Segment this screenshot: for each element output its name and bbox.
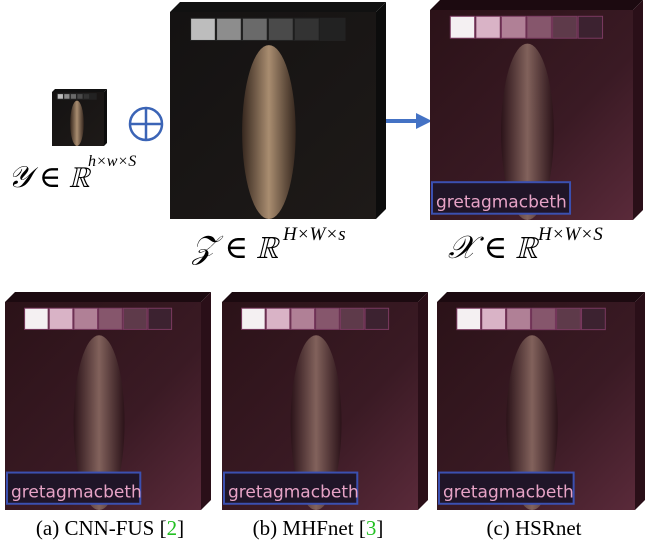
color-patch xyxy=(147,307,173,330)
lr-sup: h×w×S xyxy=(88,153,136,170)
image-cube xyxy=(52,89,107,146)
hair xyxy=(506,335,558,511)
ref-number: 2 xyxy=(167,516,178,540)
color-patch xyxy=(475,15,501,39)
cube-top xyxy=(437,292,645,302)
overlay-text: gretagmacbeth xyxy=(443,483,574,503)
color-patch xyxy=(481,307,507,331)
text-box xyxy=(431,181,572,215)
color-patch xyxy=(56,93,64,100)
color-patch xyxy=(556,307,581,331)
color-patch xyxy=(581,307,606,331)
arrow xyxy=(383,113,432,129)
color-patch xyxy=(500,15,527,39)
color-patch xyxy=(319,17,346,41)
color-patch xyxy=(216,17,242,41)
gt-label: 𝒳 ∈ ℝ xyxy=(448,229,540,265)
cube-top xyxy=(430,0,643,10)
color-patch xyxy=(339,307,365,330)
hair xyxy=(290,335,342,511)
color-patch xyxy=(293,17,320,41)
cube-top xyxy=(222,292,428,302)
cube-top xyxy=(5,292,211,302)
color-patch xyxy=(98,307,123,330)
color-patch xyxy=(267,17,294,41)
image-cube: gretagmacbeth xyxy=(5,292,211,511)
color-patch xyxy=(190,17,216,41)
color-patch xyxy=(265,307,291,330)
cube-side xyxy=(418,292,428,510)
color-patch xyxy=(506,307,531,331)
color-patch xyxy=(577,15,604,39)
color-patch xyxy=(89,93,97,100)
color-patch xyxy=(552,15,578,39)
color-patch xyxy=(449,15,476,39)
cube-side xyxy=(635,292,645,510)
ref-bracket: ] xyxy=(376,516,383,540)
caption-label: (b) MHFnet xyxy=(253,516,359,540)
caption-label: (c) HSRnet xyxy=(486,516,581,540)
pan-label: 𝒵 ∈ ℝ xyxy=(191,229,281,265)
lr-label: 𝒴 ∈ ℝ xyxy=(8,161,92,194)
overlay-text: gretagmacbeth xyxy=(228,483,359,503)
overlay-text: gretagmacbeth xyxy=(436,192,567,212)
color-patch xyxy=(82,93,91,100)
image-cube xyxy=(170,2,386,219)
color-patch xyxy=(69,93,78,100)
color-patch xyxy=(73,307,99,330)
overlay-text: gretagmacbeth xyxy=(11,483,142,503)
color-patch xyxy=(315,307,340,330)
ref-bracket: [ xyxy=(359,516,366,540)
hair xyxy=(501,43,554,220)
image-cube: gretagmacbeth xyxy=(222,292,428,511)
cube-side xyxy=(376,2,386,219)
ref-bracket: ] xyxy=(177,516,184,540)
color-patch xyxy=(122,307,148,330)
color-patch xyxy=(526,15,552,39)
direct-sum xyxy=(128,106,164,142)
color-patch xyxy=(290,307,316,330)
caption: (c) HSRnet xyxy=(486,516,581,540)
caption: (b) MHFnet [3] xyxy=(253,516,384,540)
color-patch xyxy=(242,17,268,41)
gt-sup: H×W×S xyxy=(537,224,603,245)
image-cube: gretagmacbeth xyxy=(437,292,645,511)
captions: (a) CNN-FUS [2] (b) MHFnet [3] (c) HSRnet xyxy=(36,516,582,540)
ref-number: 3 xyxy=(366,516,377,540)
cube-top xyxy=(170,2,386,12)
color-patch xyxy=(531,307,556,331)
color-patch xyxy=(364,307,390,330)
labels: 𝒴 ∈ ℝ h×w×S 𝒵 ∈ ℝ H×W×s 𝒳 ∈ ℝ H×W×S xyxy=(8,153,603,265)
color-patch xyxy=(48,307,74,330)
color-patch xyxy=(456,307,482,331)
hair xyxy=(73,335,125,511)
color-patch xyxy=(241,307,266,330)
caption-label: (a) CNN-FUS xyxy=(36,516,160,540)
caption: (a) CNN-FUS [2] xyxy=(36,516,184,540)
cube-side xyxy=(201,292,211,510)
color-patch xyxy=(24,307,49,330)
ref-bracket: [ xyxy=(160,516,167,540)
cube-side xyxy=(633,0,643,220)
hair xyxy=(70,100,84,146)
text-box xyxy=(6,471,142,505)
cube-side xyxy=(104,89,107,146)
cube-top xyxy=(52,89,107,92)
pan-sup: H×W×s xyxy=(282,224,346,245)
image-cube: gretagmacbeth xyxy=(430,0,643,220)
images: gretagmacbeth gretagmacbeth gretagmacbeth g… xyxy=(5,0,645,511)
text-box xyxy=(438,471,575,505)
text-box xyxy=(223,471,359,505)
hair xyxy=(242,45,296,219)
color-patch xyxy=(76,93,84,100)
color-patch xyxy=(63,93,71,100)
